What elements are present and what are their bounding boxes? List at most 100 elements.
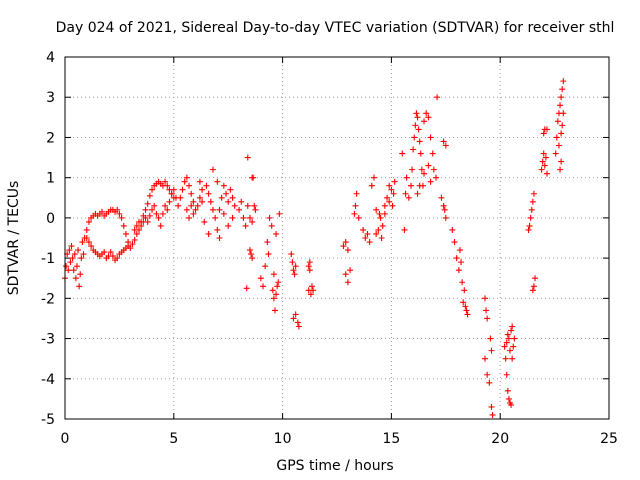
data-point bbox=[510, 343, 517, 350]
chart-title: Day 024 of 2021, Sidereal Day-to-day VTE… bbox=[56, 20, 615, 36]
data-point bbox=[177, 194, 184, 201]
data-point bbox=[67, 259, 74, 266]
data-point bbox=[502, 355, 509, 362]
data-point bbox=[120, 222, 127, 229]
data-point bbox=[486, 379, 493, 386]
data-point bbox=[268, 222, 275, 229]
data-point bbox=[504, 331, 511, 338]
data-point bbox=[220, 210, 227, 217]
data-point bbox=[209, 206, 216, 213]
data-point bbox=[209, 166, 216, 173]
data-point bbox=[85, 218, 92, 225]
data-point bbox=[275, 279, 282, 286]
y-tick-label: -3 bbox=[41, 332, 55, 348]
data-point bbox=[344, 247, 351, 254]
data-point bbox=[244, 154, 251, 161]
data-point bbox=[166, 198, 173, 205]
data-point bbox=[379, 222, 386, 229]
data-point bbox=[557, 102, 564, 109]
data-point bbox=[558, 158, 565, 165]
data-point bbox=[543, 170, 550, 177]
data-point bbox=[186, 182, 193, 189]
data-point bbox=[70, 267, 77, 274]
x-tick-label: 20 bbox=[491, 431, 509, 447]
data-point bbox=[157, 222, 164, 229]
data-point bbox=[559, 86, 566, 93]
data-point bbox=[377, 214, 384, 221]
data-point bbox=[65, 267, 72, 274]
x-tick-label: 0 bbox=[61, 431, 70, 447]
data-point bbox=[411, 134, 418, 141]
data-point bbox=[118, 214, 125, 221]
data-point bbox=[364, 230, 371, 237]
data-point bbox=[414, 190, 421, 197]
data-point bbox=[179, 186, 186, 193]
data-point bbox=[227, 186, 234, 193]
data-point bbox=[558, 130, 565, 137]
data-point bbox=[310, 287, 317, 294]
data-point bbox=[525, 226, 532, 233]
data-point bbox=[459, 279, 466, 286]
data-point bbox=[133, 230, 140, 237]
data-point bbox=[399, 150, 406, 157]
data-point bbox=[159, 210, 166, 217]
data-point bbox=[69, 255, 76, 262]
data-point bbox=[305, 263, 312, 270]
data-point bbox=[238, 198, 245, 205]
data-point bbox=[413, 110, 420, 117]
data-point bbox=[442, 142, 449, 149]
data-point bbox=[505, 395, 512, 402]
data-point bbox=[270, 295, 277, 302]
data-point bbox=[488, 347, 495, 354]
data-point bbox=[162, 178, 169, 185]
data-point bbox=[489, 411, 496, 418]
data-point bbox=[438, 194, 445, 201]
data-point bbox=[246, 247, 253, 254]
data-point bbox=[462, 303, 469, 310]
data-point bbox=[416, 138, 423, 145]
y-tick-label: 1 bbox=[46, 171, 55, 187]
data-point bbox=[430, 166, 437, 173]
data-point bbox=[558, 94, 565, 101]
data-point bbox=[146, 192, 153, 199]
data-point bbox=[442, 214, 449, 221]
data-point bbox=[386, 182, 393, 189]
data-point bbox=[557, 166, 564, 173]
data-point bbox=[360, 226, 367, 233]
data-point bbox=[460, 299, 467, 306]
data-point bbox=[503, 339, 510, 346]
data-point bbox=[539, 158, 546, 165]
data-point bbox=[414, 114, 421, 121]
data-point bbox=[342, 239, 349, 246]
data-point bbox=[225, 198, 232, 205]
x-tick-label: 5 bbox=[169, 431, 178, 447]
data-point bbox=[262, 263, 269, 270]
data-point bbox=[72, 275, 79, 282]
data-point bbox=[236, 206, 243, 213]
data-point bbox=[170, 186, 177, 193]
data-point bbox=[146, 212, 153, 219]
data-point bbox=[410, 146, 417, 153]
data-point bbox=[342, 271, 349, 278]
data-point bbox=[353, 190, 360, 197]
data-point bbox=[107, 249, 114, 256]
data-point bbox=[218, 194, 225, 201]
data-point bbox=[196, 178, 203, 185]
data-point bbox=[155, 214, 162, 221]
data-point bbox=[416, 182, 423, 189]
data-point bbox=[441, 206, 448, 213]
data-point bbox=[190, 198, 197, 205]
data-point bbox=[290, 267, 297, 274]
data-point bbox=[101, 249, 108, 256]
data-point bbox=[543, 126, 550, 133]
data-point bbox=[76, 283, 83, 290]
data-point bbox=[509, 355, 516, 362]
data-point bbox=[73, 263, 80, 270]
data-point bbox=[242, 222, 249, 229]
data-point bbox=[509, 323, 516, 330]
data-point bbox=[540, 150, 547, 157]
data-point bbox=[427, 134, 434, 141]
data-point bbox=[417, 150, 424, 157]
data-point bbox=[214, 178, 221, 185]
